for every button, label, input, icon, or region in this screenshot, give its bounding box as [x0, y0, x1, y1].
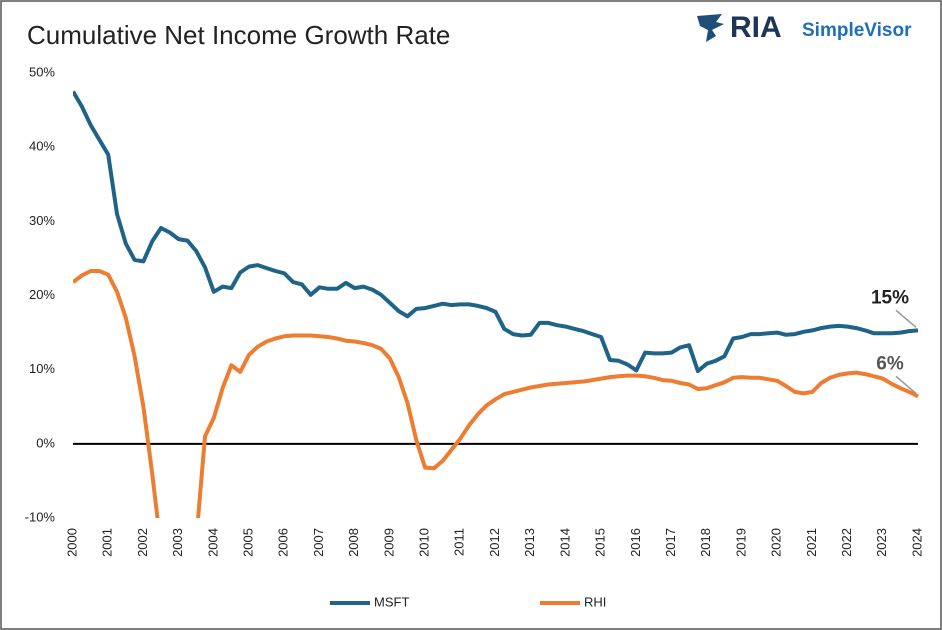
x-tick-label: 2004 [205, 528, 220, 557]
x-tick-label: 2010 [417, 528, 432, 557]
x-tick-label: 2019 [733, 528, 748, 557]
x-tick-label: 2001 [100, 528, 115, 557]
x-tick-label: 2006 [276, 528, 291, 557]
annotation-arrow [895, 375, 917, 394]
x-tick-label: 2018 [698, 528, 713, 557]
logo-icon [697, 14, 724, 42]
chart-title: Cumulative Net Income Growth Rate [27, 20, 450, 50]
x-tick-label: 2024 [909, 528, 924, 557]
y-tick-label: 0% [36, 435, 55, 450]
x-tick-label: 2013 [522, 528, 537, 557]
legend-label: RHI [584, 594, 606, 609]
annotation-arrow [895, 309, 917, 328]
y-tick-label: 50% [29, 64, 55, 79]
x-tick-label: 2014 [557, 528, 572, 557]
x-tick-label: 2017 [663, 528, 678, 557]
logo-brand: RIA [730, 11, 782, 44]
annotation: 6% [876, 353, 904, 374]
plot-area [73, 90, 919, 518]
y-tick-label: 20% [29, 287, 55, 302]
x-tick-label: 2020 [769, 528, 784, 557]
logo-product: SimpleVisor [802, 20, 912, 41]
logo: RIA SimpleVisor [697, 11, 912, 44]
x-tick-label: 2015 [593, 528, 608, 557]
y-tick-label: 40% [29, 139, 55, 154]
x-tick-label: 2000 [64, 528, 79, 557]
x-tick-label: 2005 [240, 528, 255, 557]
x-tick-label: 2008 [346, 528, 361, 557]
x-tick-label: 2002 [135, 528, 150, 557]
x-tick-label: 2009 [381, 528, 396, 557]
x-tick-label: 2016 [628, 528, 643, 557]
legend-label: MSFT [374, 594, 409, 609]
x-tick-label: 2022 [839, 528, 854, 557]
y-tick-label: 30% [29, 213, 55, 228]
x-tick-label: 2007 [311, 528, 326, 557]
x-tick-label: 2003 [170, 528, 185, 557]
y-tick-label: -10% [25, 509, 56, 524]
y-tick-label: 10% [29, 361, 55, 376]
annotation: 15% [871, 287, 909, 308]
x-tick-label: 2012 [487, 528, 502, 557]
x-tick-label: 2021 [804, 528, 819, 557]
x-tick-label: 2023 [874, 528, 889, 557]
series-line [73, 90, 919, 374]
series-line [73, 269, 919, 518]
x-tick-label: 2011 [452, 528, 467, 556]
